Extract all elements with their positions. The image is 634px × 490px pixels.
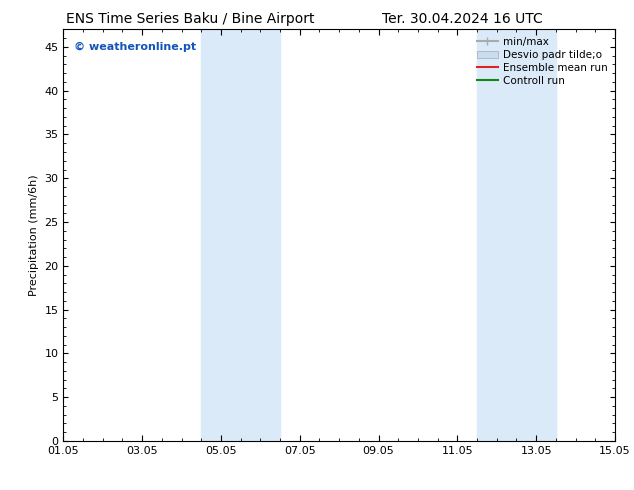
Y-axis label: Precipitation (mm/6h): Precipitation (mm/6h) — [29, 174, 39, 296]
Text: ENS Time Series Baku / Bine Airport: ENS Time Series Baku / Bine Airport — [66, 12, 314, 26]
Text: © weatheronline.pt: © weatheronline.pt — [74, 42, 197, 52]
Bar — [202, 29, 280, 441]
Text: Ter. 30.04.2024 16 UTC: Ter. 30.04.2024 16 UTC — [382, 12, 543, 26]
Bar — [477, 29, 556, 441]
Legend: min/max, Desvio padr tilde;o, Ensemble mean run, Controll run: min/max, Desvio padr tilde;o, Ensemble m… — [475, 35, 610, 88]
